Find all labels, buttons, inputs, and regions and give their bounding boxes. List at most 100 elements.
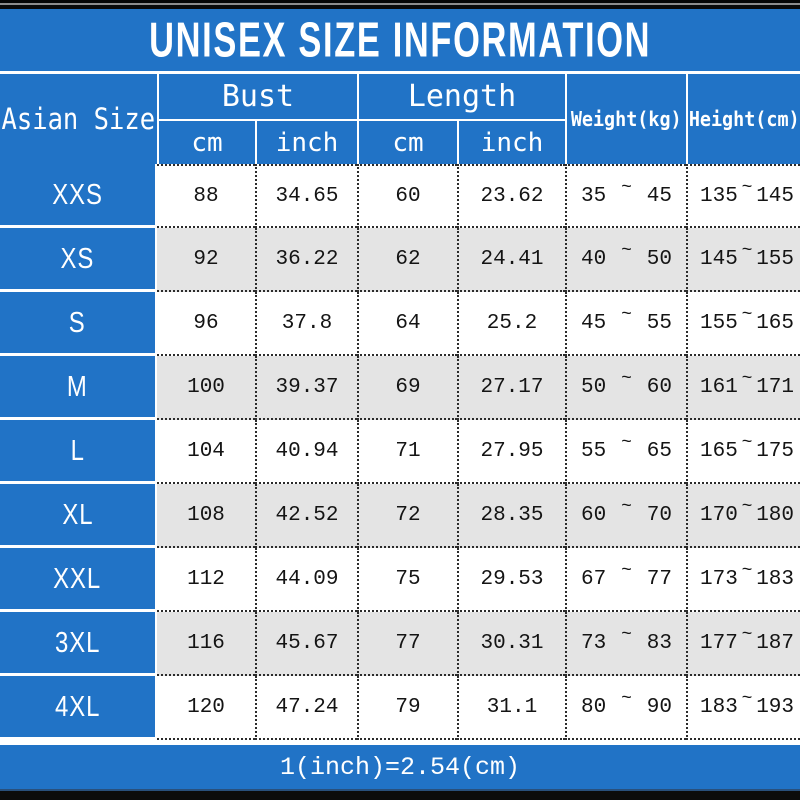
tilde: ~ bbox=[621, 369, 632, 389]
header-height-label: Height(cm) bbox=[688, 107, 800, 131]
table-row: 4XL 120 47.24 79 31.1 80 ~90 183 ~193 bbox=[0, 676, 800, 740]
weight-range-cell: 45 ~55 bbox=[565, 292, 686, 356]
header-asian-size-label: Asian Size bbox=[1, 102, 156, 136]
header-length-cm: cm bbox=[357, 119, 457, 164]
header-weight: Weight(kg) bbox=[565, 74, 686, 164]
weight-min: 50 bbox=[581, 375, 607, 399]
bust-inch-cell: 39.37 bbox=[255, 356, 357, 420]
weight-min: 67 bbox=[581, 567, 607, 591]
length-cm-cell: 69 bbox=[357, 356, 457, 420]
length-inch-cell: 28.35 bbox=[457, 484, 565, 548]
tilde: ~ bbox=[741, 433, 753, 453]
weight-max: 65 bbox=[646, 439, 672, 463]
length-cm-cell: 72 bbox=[357, 484, 457, 548]
height-min: 161 bbox=[700, 375, 738, 399]
height-range-cell: 161 ~171 bbox=[686, 356, 800, 420]
height-range-cell: 155 ~165 bbox=[686, 292, 800, 356]
weight-max: 83 bbox=[646, 631, 672, 655]
height-max: 187 bbox=[756, 631, 794, 655]
weight-min: 73 bbox=[581, 631, 607, 655]
bust-inch-cell: 47.24 bbox=[255, 676, 357, 740]
header-length-group: Length bbox=[357, 74, 565, 119]
weight-range-cell: 60 ~70 bbox=[565, 484, 686, 548]
bust-inch-cell: 42.52 bbox=[255, 484, 357, 548]
tilde: ~ bbox=[621, 561, 632, 581]
weight-range-cell: 55 ~65 bbox=[565, 420, 686, 484]
footer-band: 1(inch)=2.54(cm) bbox=[0, 745, 800, 789]
size-label: S bbox=[69, 305, 86, 339]
bust-cm-cell: 112 bbox=[157, 548, 255, 612]
size-cell: XXS bbox=[0, 164, 157, 228]
footer-gap bbox=[0, 740, 800, 745]
length-cm-cell: 75 bbox=[357, 548, 457, 612]
size-cell: XXL bbox=[0, 548, 157, 612]
tilde: ~ bbox=[741, 178, 753, 198]
bust-cm-cell: 120 bbox=[157, 676, 255, 740]
height-max: 165 bbox=[756, 311, 794, 335]
length-inch-cell: 24.41 bbox=[457, 228, 565, 292]
header-length-inch: inch bbox=[457, 119, 565, 164]
weight-max: 50 bbox=[646, 247, 672, 271]
length-cm-cell: 79 bbox=[357, 676, 457, 740]
bust-cm-cell: 100 bbox=[157, 356, 255, 420]
height-range-cell: 173 ~183 bbox=[686, 548, 800, 612]
length-cm-cell: 64 bbox=[357, 292, 457, 356]
bust-inch-cell: 37.8 bbox=[255, 292, 357, 356]
length-inch-cell: 31.1 bbox=[457, 676, 565, 740]
weight-min: 35 bbox=[581, 184, 607, 208]
tilde: ~ bbox=[741, 689, 753, 709]
size-cell: M bbox=[0, 356, 157, 420]
height-max: 145 bbox=[756, 184, 794, 208]
bottom-border-bar bbox=[0, 789, 800, 800]
size-cell: L bbox=[0, 420, 157, 484]
length-inch-cell: 27.17 bbox=[457, 356, 565, 420]
bust-cm-cell: 92 bbox=[157, 228, 255, 292]
height-min: 165 bbox=[700, 439, 738, 463]
weight-range-cell: 80 ~90 bbox=[565, 676, 686, 740]
tilde: ~ bbox=[741, 369, 753, 389]
weight-min: 80 bbox=[581, 695, 607, 719]
size-label: XS bbox=[60, 241, 95, 275]
tilde: ~ bbox=[741, 497, 753, 517]
height-min: 183 bbox=[700, 695, 738, 719]
table-body: XXS 88 34.65 60 23.62 35 ~45 135 ~145 XS 9… bbox=[0, 164, 800, 740]
tilde: ~ bbox=[621, 433, 632, 453]
length-cm-cell: 60 bbox=[357, 164, 457, 228]
table-row: S 96 37.8 64 25.2 45 ~55 155 ~165 bbox=[0, 292, 800, 356]
header-height: Height(cm) bbox=[686, 74, 800, 164]
weight-range-cell: 67 ~77 bbox=[565, 548, 686, 612]
size-label: XL bbox=[61, 497, 94, 531]
table-row: XL 108 42.52 72 28.35 60 ~70 170 ~180 bbox=[0, 484, 800, 548]
weight-max: 45 bbox=[646, 184, 672, 208]
weight-range-cell: 40 ~50 bbox=[565, 228, 686, 292]
top-border-bar bbox=[0, 0, 800, 9]
size-label: XXL bbox=[53, 561, 102, 595]
length-inch-cell: 23.62 bbox=[457, 164, 565, 228]
size-cell: XS bbox=[0, 228, 157, 292]
bust-inch-cell: 45.67 bbox=[255, 612, 357, 676]
length-inch-cell: 30.31 bbox=[457, 612, 565, 676]
size-label: 4XL bbox=[54, 689, 101, 723]
size-cell: XL bbox=[0, 484, 157, 548]
tilde: ~ bbox=[741, 305, 753, 325]
size-label: L bbox=[70, 433, 85, 467]
table-row: XS 92 36.22 62 24.41 40 ~50 145 ~155 bbox=[0, 228, 800, 292]
tilde: ~ bbox=[741, 625, 753, 645]
size-cell: 3XL bbox=[0, 612, 157, 676]
weight-max: 77 bbox=[646, 567, 672, 591]
tilde: ~ bbox=[621, 305, 632, 325]
height-min: 170 bbox=[700, 503, 738, 527]
bust-cm-cell: 116 bbox=[157, 612, 255, 676]
length-cm-cell: 62 bbox=[357, 228, 457, 292]
weight-min: 45 bbox=[581, 311, 607, 335]
size-label: XXS bbox=[52, 177, 103, 211]
table-row: 3XL 116 45.67 77 30.31 73 ~83 177 ~187 bbox=[0, 612, 800, 676]
weight-max: 90 bbox=[646, 695, 672, 719]
tilde: ~ bbox=[621, 178, 632, 198]
height-max: 180 bbox=[756, 503, 794, 527]
length-inch-cell: 25.2 bbox=[457, 292, 565, 356]
weight-range-cell: 50 ~60 bbox=[565, 356, 686, 420]
length-cm-cell: 77 bbox=[357, 612, 457, 676]
header-bust-inch: inch bbox=[255, 119, 357, 164]
height-min: 145 bbox=[700, 247, 738, 271]
